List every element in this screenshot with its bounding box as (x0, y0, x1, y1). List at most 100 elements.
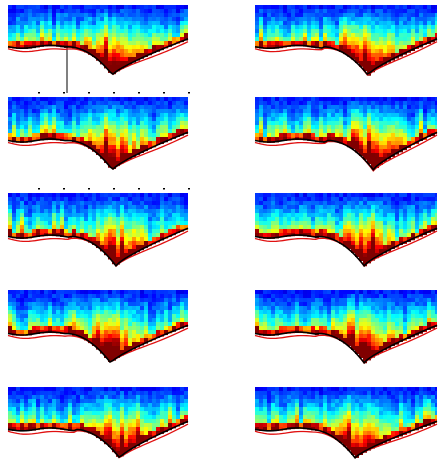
heat-cell (164, 5, 168, 9)
heat-cell (303, 322, 307, 326)
heat-cell (399, 25, 403, 29)
heat-cell (351, 101, 355, 105)
heat-cell (375, 245, 379, 249)
heat-cell (104, 233, 108, 237)
heat-cell (315, 201, 319, 205)
heat-cell (411, 225, 415, 229)
heat-cell (116, 105, 120, 109)
heat-cell (391, 326, 395, 330)
heat-cell (351, 53, 355, 57)
heat-cell (56, 105, 60, 109)
heat-cell (371, 197, 375, 201)
heat-cell (44, 423, 48, 427)
heat-cell (112, 431, 116, 435)
heat-cell (427, 322, 431, 326)
heat-cell (255, 193, 259, 197)
heat-cell (367, 201, 371, 205)
heat-cell (283, 9, 287, 13)
heat-cell (136, 121, 140, 125)
heat-cell (112, 137, 116, 141)
heat-cell (339, 109, 343, 113)
heat-cell (20, 209, 24, 213)
heat-cell (355, 53, 359, 57)
heat-cell (108, 125, 112, 129)
heat-cell (419, 294, 423, 298)
heat-cell (108, 391, 112, 395)
heat-cell (88, 229, 92, 233)
heat-cell (56, 387, 60, 391)
heat-cell (100, 415, 104, 419)
heat-cell (299, 217, 303, 221)
heat-cell (152, 334, 156, 338)
heat-cell (164, 298, 168, 302)
heat-cell (108, 197, 112, 201)
heat-cell (299, 17, 303, 21)
heat-cell (16, 399, 20, 403)
heat-cell (271, 197, 275, 201)
heat-cell (335, 205, 339, 209)
heat-cell (335, 13, 339, 17)
heat-cell (355, 209, 359, 213)
heat-cell (96, 37, 100, 41)
heat-cell (267, 217, 271, 221)
heat-cell (359, 129, 363, 133)
heat-cell (379, 109, 383, 113)
heat-cell (323, 298, 327, 302)
heat-cell (263, 290, 267, 294)
heat-cell (407, 25, 411, 29)
heat-cell (347, 201, 351, 205)
heat-cell (20, 330, 24, 334)
heat-cell (72, 306, 76, 310)
heat-cell (88, 395, 92, 399)
heat-cell (331, 302, 335, 306)
heat-cell (28, 415, 32, 419)
heat-cell (379, 241, 383, 245)
heat-cell (12, 133, 16, 137)
heat-cell (347, 9, 351, 13)
heat-cell (391, 37, 395, 41)
heat-cell (120, 229, 124, 233)
heat-cell (303, 109, 307, 113)
heat-cell (411, 209, 415, 213)
heat-cell (375, 29, 379, 33)
heat-cell (76, 137, 80, 141)
heat-cell (80, 125, 84, 129)
heat-cell (132, 225, 136, 229)
heat-cell (327, 318, 331, 322)
heat-cell (263, 121, 267, 125)
heat-cell (116, 193, 120, 197)
heat-cell (339, 334, 343, 338)
heat-cell (116, 435, 120, 439)
heat-cell (387, 113, 391, 117)
heat-cell (427, 197, 431, 201)
heat-cell (419, 197, 423, 201)
heat-cell (136, 97, 140, 101)
heat-cell (148, 221, 152, 225)
heat-cell (307, 225, 311, 229)
heat-cell (160, 221, 164, 225)
heat-cell (383, 105, 387, 109)
heat-cell (24, 209, 28, 213)
heat-cell (351, 29, 355, 33)
heat-cell (96, 290, 100, 294)
heat-cell (64, 209, 68, 213)
heat-cell (255, 125, 259, 129)
heat-cell (267, 197, 271, 201)
heat-cell (363, 141, 367, 145)
heat-cell (255, 314, 259, 318)
heat-cell (431, 209, 435, 213)
heat-cell (391, 229, 395, 233)
heat-cell (399, 101, 403, 105)
heat-cell (435, 101, 437, 105)
heat-cell (403, 97, 407, 101)
heat-cell (108, 157, 112, 161)
heat-cell (415, 213, 419, 217)
heat-cell (331, 225, 335, 229)
heat-cell (319, 209, 323, 213)
heat-cell (132, 37, 136, 41)
heat-cell (168, 314, 172, 318)
heat-cell (28, 137, 32, 141)
heat-cell (339, 193, 343, 197)
heat-cell (104, 29, 108, 33)
heat-cell (72, 314, 76, 318)
